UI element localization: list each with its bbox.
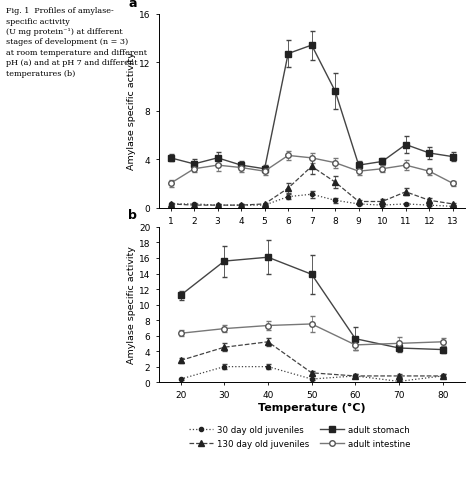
Text: a: a [128,0,137,10]
Y-axis label: Amylase specific activity: Amylase specific activity [127,52,136,170]
X-axis label: pH: pH [303,228,320,238]
X-axis label: Temperature (°C): Temperature (°C) [258,402,365,412]
Text: Fig. 1  Profiles of amylase-
specific activity
(U mg protein⁻¹) at different
sta: Fig. 1 Profiles of amylase- specific act… [6,7,147,77]
Y-axis label: Amylase specific activity: Amylase specific activity [127,246,136,364]
Legend: 30 day old juveniles, 130 day old juveniles, adult stomach, adult intestine: 30 day old juveniles, 130 day old juveni… [189,425,411,448]
Text: b: b [128,208,137,221]
